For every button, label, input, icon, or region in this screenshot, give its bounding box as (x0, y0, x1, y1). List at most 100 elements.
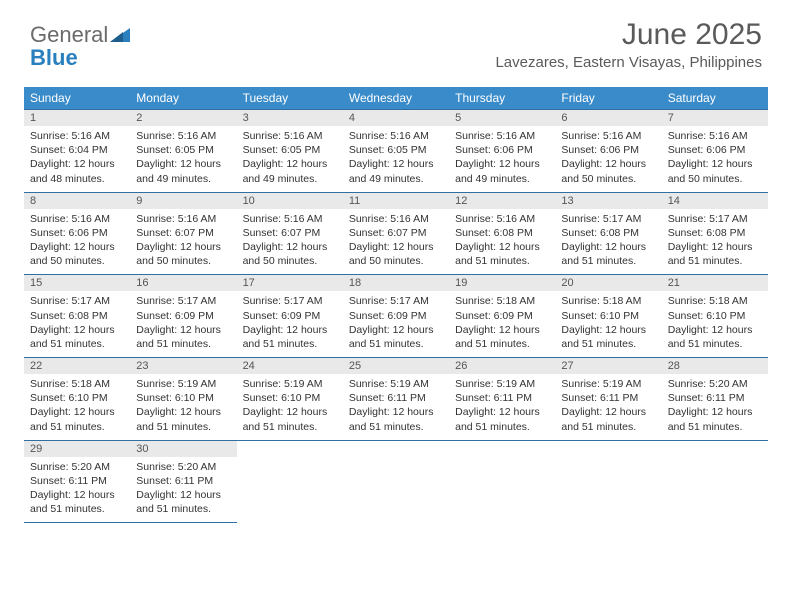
day-number: 4 (343, 110, 449, 126)
sunrise-label: Sunrise: (349, 378, 388, 390)
sunrise-label: Sunrise: (30, 130, 69, 142)
weekday-row: SundayMondayTuesdayWednesdayThursdayFrid… (24, 87, 768, 110)
sunset-label: Sunset: (455, 310, 491, 322)
daylight-line: Daylight: 12 hours and 51 minutes. (136, 323, 230, 351)
sunset-value: 6:10 PM (69, 392, 108, 404)
daylight-line: Daylight: 12 hours and 49 minutes. (243, 157, 337, 185)
day-body: Sunrise: 5:19 AMSunset: 6:10 PMDaylight:… (130, 374, 236, 440)
day-number: 18 (343, 275, 449, 291)
calendar-day: 23Sunrise: 5:19 AMSunset: 6:10 PMDayligh… (130, 358, 236, 441)
day-body: Sunrise: 5:16 AMSunset: 6:07 PMDaylight:… (130, 209, 236, 275)
calendar-body: 1Sunrise: 5:16 AMSunset: 6:04 PMDaylight… (24, 110, 768, 523)
sunrise-value: 5:18 AM (709, 295, 748, 307)
sunset-line: Sunset: 6:11 PM (136, 474, 230, 488)
day-body: Sunrise: 5:17 AMSunset: 6:08 PMDaylight:… (24, 291, 130, 357)
day-number: 11 (343, 193, 449, 209)
sunrise-label: Sunrise: (561, 213, 600, 225)
sunrise-line: Sunrise: 5:20 AM (30, 460, 124, 474)
sunrise-line: Sunrise: 5:16 AM (30, 129, 124, 143)
sunrise-line: Sunrise: 5:20 AM (136, 460, 230, 474)
sunset-line: Sunset: 6:04 PM (30, 143, 124, 157)
sunset-value: 6:10 PM (175, 392, 214, 404)
day-number: 9 (130, 193, 236, 209)
sunset-value: 6:09 PM (494, 310, 533, 322)
calendar-day: 17Sunrise: 5:17 AMSunset: 6:09 PMDayligh… (237, 275, 343, 358)
sunrise-value: 5:17 AM (603, 213, 642, 225)
sunrise-value: 5:17 AM (709, 213, 748, 225)
daylight-line: Daylight: 12 hours and 51 minutes. (455, 323, 549, 351)
sunrise-value: 5:16 AM (497, 130, 536, 142)
logo-text: General Blue (30, 24, 130, 70)
sunset-value: 6:06 PM (494, 144, 533, 156)
calendar-day: 14Sunrise: 5:17 AMSunset: 6:08 PMDayligh… (662, 192, 768, 275)
sunset-value: 6:09 PM (175, 310, 214, 322)
daylight-line: Daylight: 12 hours and 50 minutes. (561, 157, 655, 185)
calendar-day: 24Sunrise: 5:19 AMSunset: 6:10 PMDayligh… (237, 358, 343, 441)
sunset-label: Sunset: (561, 392, 597, 404)
weekday-header: Monday (130, 87, 236, 110)
daylight-line: Daylight: 12 hours and 51 minutes. (136, 488, 230, 516)
sunset-line: Sunset: 6:08 PM (561, 226, 655, 240)
sunrise-value: 5:17 AM (71, 295, 110, 307)
calendar-day: 6Sunrise: 5:16 AMSunset: 6:06 PMDaylight… (555, 110, 661, 193)
sunset-value: 6:10 PM (600, 310, 639, 322)
sunrise-line: Sunrise: 5:19 AM (243, 377, 337, 391)
calendar-table: SundayMondayTuesdayWednesdayThursdayFrid… (24, 87, 768, 523)
weekday-header: Thursday (449, 87, 555, 110)
daylight-label: Daylight: (561, 406, 602, 418)
sunset-label: Sunset: (349, 144, 385, 156)
sunset-value: 6:05 PM (387, 144, 426, 156)
sunset-line: Sunset: 6:05 PM (136, 143, 230, 157)
daylight-label: Daylight: (136, 158, 177, 170)
sunset-label: Sunset: (243, 227, 279, 239)
sunrise-label: Sunrise: (668, 130, 707, 142)
day-body: Sunrise: 5:16 AMSunset: 6:04 PMDaylight:… (24, 126, 130, 192)
day-number: 10 (237, 193, 343, 209)
weekday-header: Sunday (24, 87, 130, 110)
sunset-label: Sunset: (30, 310, 66, 322)
day-number: 19 (449, 275, 555, 291)
day-number: 12 (449, 193, 555, 209)
sunset-value: 6:08 PM (494, 227, 533, 239)
day-body: Sunrise: 5:17 AMSunset: 6:08 PMDaylight:… (555, 209, 661, 275)
day-number: 20 (555, 275, 661, 291)
sunset-line: Sunset: 6:11 PM (455, 391, 549, 405)
daylight-label: Daylight: (243, 241, 284, 253)
day-number: 23 (130, 358, 236, 374)
logo-blue: Blue (30, 45, 78, 70)
sunrise-label: Sunrise: (30, 461, 69, 473)
sunrise-value: 5:18 AM (71, 378, 110, 390)
sunrise-value: 5:17 AM (390, 295, 429, 307)
daylight-label: Daylight: (243, 158, 284, 170)
day-number: 17 (237, 275, 343, 291)
sunset-value: 6:06 PM (69, 227, 108, 239)
sunrise-label: Sunrise: (136, 378, 175, 390)
calendar-day: 28Sunrise: 5:20 AMSunset: 6:11 PMDayligh… (662, 358, 768, 441)
sunrise-value: 5:17 AM (284, 295, 323, 307)
daylight-line: Daylight: 12 hours and 51 minutes. (561, 240, 655, 268)
sunset-value: 6:07 PM (281, 227, 320, 239)
daylight-label: Daylight: (349, 241, 390, 253)
day-body: Sunrise: 5:17 AMSunset: 6:09 PMDaylight:… (237, 291, 343, 357)
sunset-label: Sunset: (30, 227, 66, 239)
daylight-label: Daylight: (668, 406, 709, 418)
sunset-line: Sunset: 6:10 PM (30, 391, 124, 405)
sunrise-line: Sunrise: 5:16 AM (30, 212, 124, 226)
daylight-label: Daylight: (455, 324, 496, 336)
day-number: 16 (130, 275, 236, 291)
sunset-label: Sunset: (561, 310, 597, 322)
day-body: Sunrise: 5:16 AMSunset: 6:05 PMDaylight:… (130, 126, 236, 192)
sunrise-line: Sunrise: 5:20 AM (668, 377, 762, 391)
sunset-value: 6:06 PM (706, 144, 745, 156)
sunset-value: 6:10 PM (281, 392, 320, 404)
day-number: 24 (237, 358, 343, 374)
daylight-label: Daylight: (668, 158, 709, 170)
sunset-label: Sunset: (455, 144, 491, 156)
sunrise-label: Sunrise: (30, 295, 69, 307)
day-number: 22 (24, 358, 130, 374)
sunrise-value: 5:16 AM (178, 213, 217, 225)
sunset-value: 6:08 PM (706, 227, 745, 239)
sunset-label: Sunset: (243, 392, 279, 404)
sunset-label: Sunset: (136, 475, 172, 487)
sunrise-label: Sunrise: (668, 378, 707, 390)
